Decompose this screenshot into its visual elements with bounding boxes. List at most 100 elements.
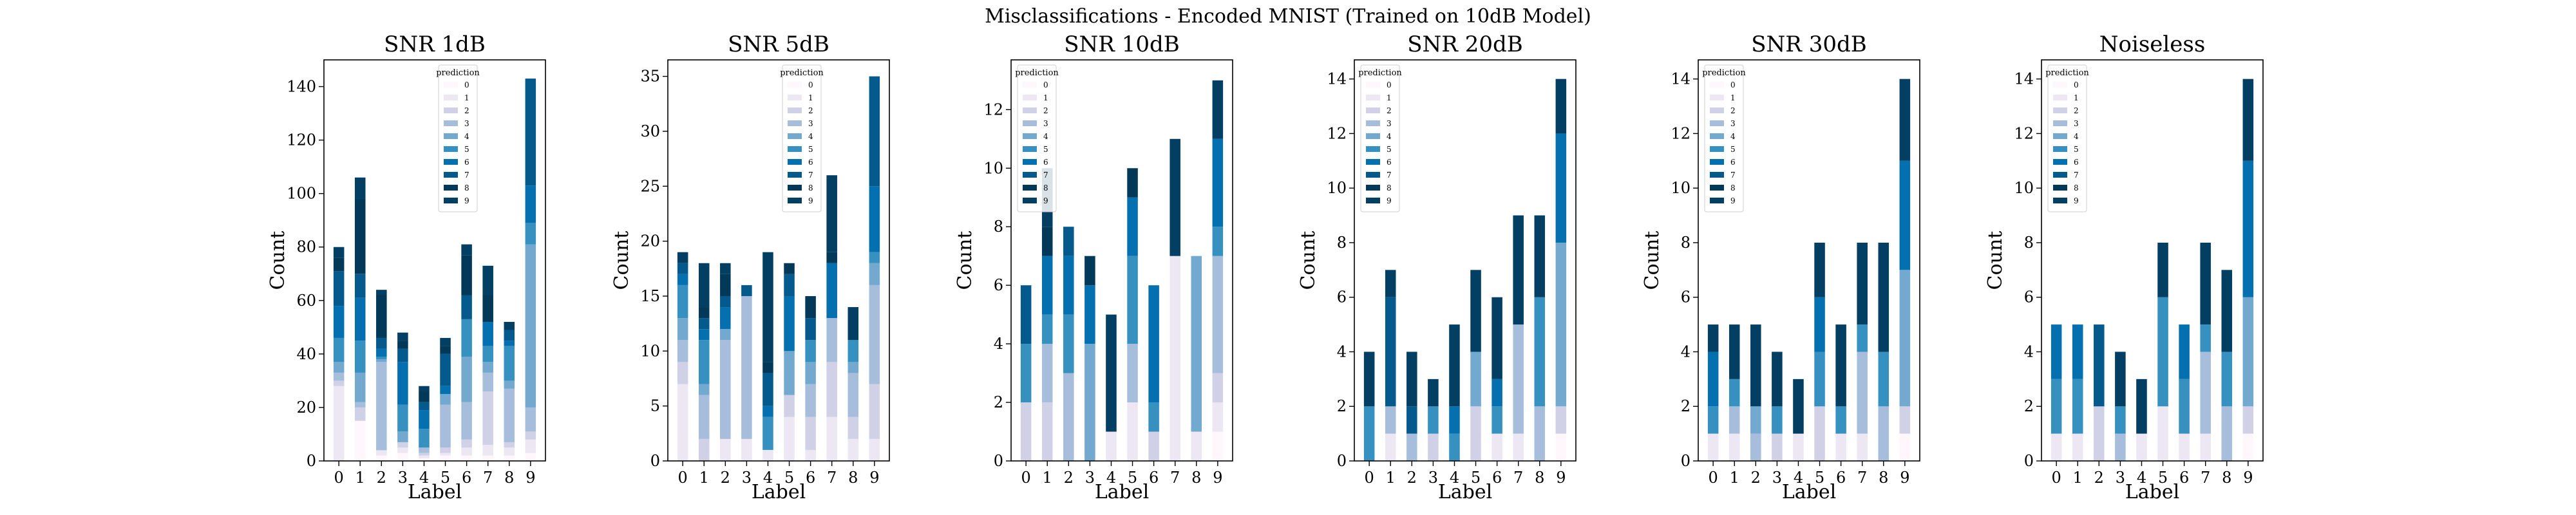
bar-segment — [333, 271, 345, 306]
bar-segment — [376, 450, 387, 456]
bar-segment — [354, 420, 366, 461]
bar-segment — [1707, 351, 1719, 407]
y-tick-label: 4 — [994, 335, 1003, 353]
legend-label: 6 — [1387, 158, 1392, 167]
legend-swatch — [444, 95, 458, 100]
bar-segment — [1041, 344, 1053, 403]
y-tick-label: 14 — [1671, 70, 1690, 88]
bar-segment — [2221, 270, 2233, 352]
legend-label: 4 — [808, 132, 813, 141]
legend-label: 2 — [1387, 106, 1392, 115]
bar-segment — [482, 372, 493, 392]
panel-title: Noiseless — [2099, 32, 2206, 57]
bar-segment — [1084, 344, 1095, 461]
legend: prediction 0 1 2 3 4 5 6 7 8 9 — [436, 64, 480, 212]
legend-title: prediction — [1358, 68, 1402, 78]
bar-segment — [1212, 256, 1224, 373]
bar-segment — [2200, 351, 2211, 434]
bar-segment — [1835, 433, 1846, 461]
bar-segment — [1212, 80, 1224, 139]
legend-label: 8 — [464, 183, 469, 192]
bar-segment — [1793, 379, 1804, 434]
y-tick-label: 10 — [1671, 179, 1690, 197]
bar-segment — [1878, 351, 1889, 407]
bar-segment — [1191, 256, 1202, 432]
x-tick-label: 5 — [784, 469, 794, 487]
legend-title: prediction — [2045, 68, 2089, 78]
bar-segment — [1020, 344, 1032, 403]
legend-label: 2 — [1730, 106, 1736, 115]
bar-segment — [762, 417, 773, 450]
legend: prediction 0 1 2 3 4 5 6 7 8 9 — [1015, 64, 1059, 212]
bar-segment — [1063, 314, 1074, 373]
x-axis-label: Label — [408, 481, 462, 503]
bar-segment — [1063, 256, 1074, 315]
bar-segment — [461, 255, 472, 295]
x-tick-label: 6 — [1149, 469, 1159, 487]
legend-swatch — [1366, 95, 1380, 100]
bar-segment — [698, 438, 710, 461]
bar-segment — [525, 185, 536, 223]
bar-segment — [1212, 402, 1224, 432]
bar-segment — [440, 346, 451, 354]
bar-segment — [869, 263, 880, 285]
x-tick-label: 8 — [1879, 469, 1888, 487]
y-tick-label: 2 — [1337, 397, 1347, 415]
bar-segment — [1814, 406, 1825, 461]
legend-swatch — [1023, 82, 1037, 88]
bar-segment — [482, 445, 493, 456]
legend-label: 2 — [2074, 106, 2079, 115]
bar-segment — [805, 318, 816, 341]
bar-segment — [848, 362, 859, 373]
bar-segment — [482, 322, 493, 346]
legend-label: 0 — [464, 80, 469, 89]
bar-segment — [762, 252, 773, 362]
y-axis-label: Count — [954, 231, 976, 290]
x-tick-label: 2 — [377, 469, 386, 487]
bar-segment — [1728, 379, 1740, 407]
y-tick-label: 120 — [287, 131, 316, 149]
bar-segment — [1899, 433, 1911, 461]
bar-segment — [2221, 406, 2233, 461]
legend-swatch — [1023, 146, 1037, 152]
bar-segment — [1857, 351, 1868, 434]
bar-segment — [1835, 406, 1846, 434]
legend: prediction 0 1 2 3 4 5 6 7 8 9 — [1358, 64, 1402, 212]
y-tick-label: 0 — [1681, 452, 1690, 470]
bar-segment — [2050, 433, 2062, 461]
x-tick-label: 3 — [1428, 469, 1438, 487]
bar-segment — [376, 290, 387, 295]
legend-swatch — [444, 146, 458, 152]
bar-segment — [741, 438, 752, 461]
legend-swatch — [2053, 108, 2067, 113]
bar-segment — [1406, 351, 1417, 407]
legend-label: 3 — [464, 119, 469, 128]
bar-segment — [805, 384, 816, 417]
x-tick-label: 5 — [1471, 469, 1481, 487]
bar-segment — [1127, 168, 1138, 198]
bar-segment — [1857, 242, 1868, 325]
bar-segment — [1707, 433, 1719, 461]
bar-segment — [419, 386, 430, 392]
bar-segment — [1212, 138, 1224, 227]
bar-segment — [333, 372, 345, 381]
bar-segment — [376, 359, 387, 362]
bar-segment — [677, 340, 688, 362]
bar-segment — [2242, 433, 2254, 461]
bar-segment — [698, 307, 710, 319]
bar-segment — [762, 406, 773, 417]
legend-swatch — [1023, 120, 1037, 126]
bar-segment — [2242, 297, 2254, 407]
legend-label: 3 — [2074, 119, 2079, 128]
bar-segment — [525, 79, 536, 186]
bar-segment — [1127, 256, 1138, 344]
bar-segment — [1363, 351, 1375, 407]
x-tick-label: 9 — [869, 469, 879, 487]
legend-label: 3 — [1043, 119, 1048, 128]
bar-segment — [1878, 242, 1889, 352]
legend-label: 1 — [1043, 93, 1048, 102]
bar-segment — [1492, 297, 1502, 379]
bar-segment — [419, 453, 430, 456]
